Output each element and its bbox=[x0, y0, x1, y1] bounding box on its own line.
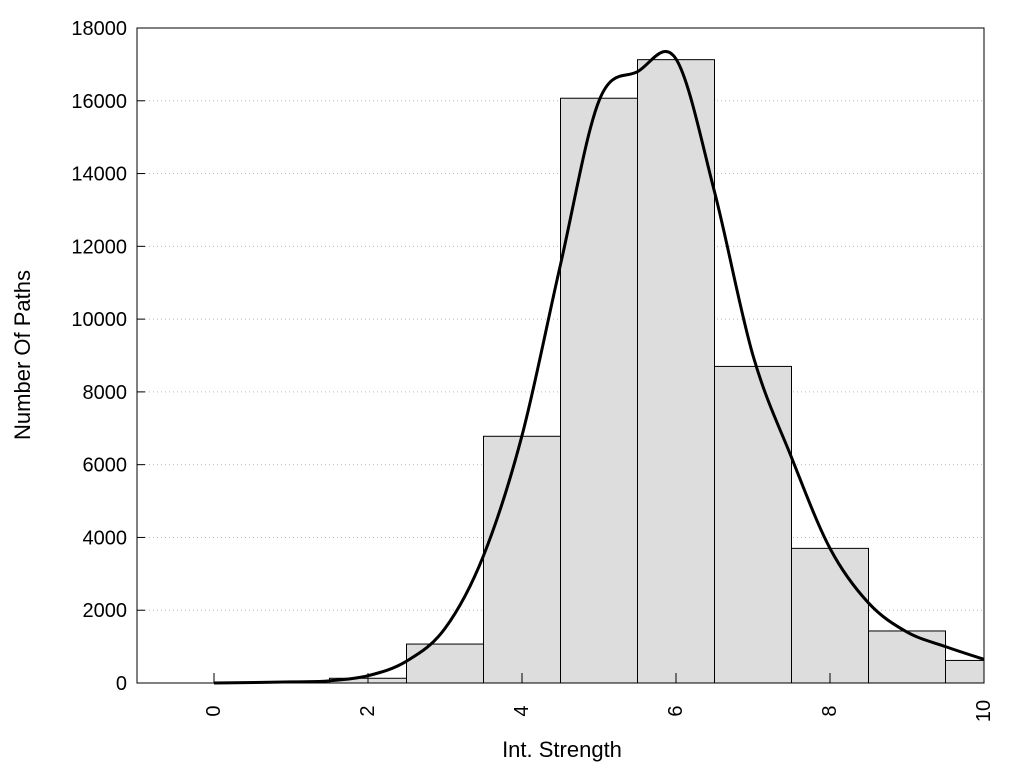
y-tick-label: 10000 bbox=[71, 309, 127, 331]
x-tick-label: 6 bbox=[665, 705, 687, 716]
x-tick-label: 10 bbox=[973, 700, 995, 722]
y-tick-label: 8000 bbox=[83, 382, 128, 404]
y-tick-label: 2000 bbox=[83, 600, 128, 622]
fit-curve bbox=[213, 50, 985, 685]
x-axis-label: Int. Strength bbox=[502, 737, 622, 762]
plot-frame bbox=[136, 27, 985, 684]
y-tick-label: 16000 bbox=[71, 91, 127, 113]
histogram-bar bbox=[868, 630, 946, 684]
histogram-bar bbox=[560, 97, 638, 684]
x-tick-label: 0 bbox=[203, 705, 225, 716]
histogram-bar bbox=[714, 365, 792, 684]
y-tick-label: 0 bbox=[116, 673, 127, 695]
histogram-bar bbox=[406, 643, 484, 684]
y-tick-label: 6000 bbox=[83, 455, 128, 477]
x-tick-label: 8 bbox=[819, 705, 841, 716]
histogram-bar bbox=[637, 59, 715, 684]
x-tick-label: 4 bbox=[511, 705, 533, 716]
y-tick-label: 12000 bbox=[71, 236, 127, 258]
y-tick-label: 4000 bbox=[83, 527, 128, 549]
y-axis-label: Number Of Paths bbox=[10, 270, 35, 440]
y-axis-ticks: 0 2000 4000 6000 8000 10000 12000 14000 16000 180… bbox=[71, 18, 145, 695]
x-tick-label: 2 bbox=[357, 705, 379, 716]
histogram-bar bbox=[791, 547, 869, 684]
y-tick-label: 18000 bbox=[71, 18, 127, 40]
histogram-bar bbox=[945, 659, 985, 684]
histogram-bar bbox=[483, 435, 561, 684]
y-tick-label: 14000 bbox=[71, 164, 127, 186]
x-axis-ticks: 0 2 4 6 8 10 bbox=[203, 673, 995, 722]
bars bbox=[329, 59, 985, 684]
